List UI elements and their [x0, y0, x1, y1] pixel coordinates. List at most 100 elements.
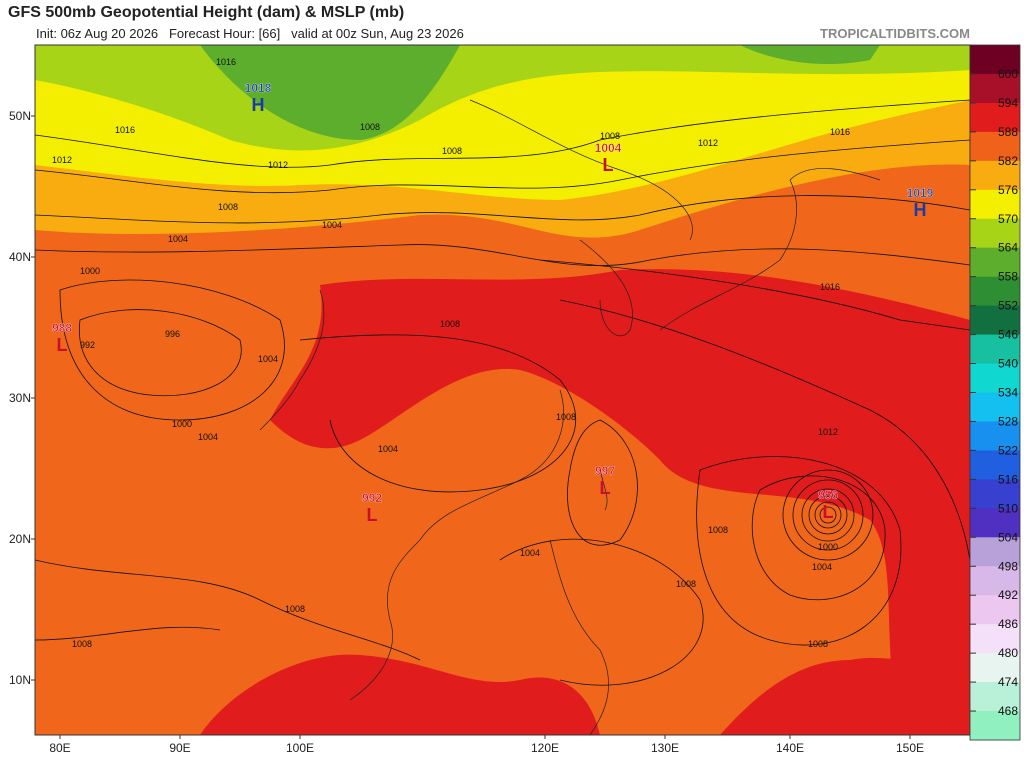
isobar-label: 1008	[72, 639, 92, 649]
colorbar-label: 468	[998, 704, 1018, 718]
colorbar-swatch	[970, 653, 1020, 683]
colorbar-swatch	[970, 276, 1020, 307]
lat-label: 20N	[9, 532, 31, 546]
pressure-value: 988	[52, 321, 72, 335]
isobar-label: 1012	[698, 138, 718, 148]
colorbar-swatch	[970, 218, 1020, 249]
subtitle: Init: 06z Aug 20 2026 Forecast Hour: [66…	[36, 26, 464, 41]
lon-label: 120E	[531, 741, 559, 755]
lat-label: 40N	[9, 250, 31, 264]
colorbar-swatch	[970, 537, 1020, 567]
pressure-value: 997	[595, 464, 615, 478]
field-588-south	[200, 654, 600, 735]
lat-label: 50N	[9, 109, 31, 123]
pressure-letter: L	[57, 335, 68, 355]
isobars	[35, 99, 970, 686]
isobar-label: 1016	[830, 127, 850, 137]
colorbar-label: 510	[998, 501, 1018, 515]
colorbar-swatch	[970, 247, 1020, 278]
isobar-label: 996	[165, 329, 180, 339]
title: GFS 500mb Geopotential Height (dam) & MS…	[8, 4, 404, 21]
isobar-label: 992	[80, 340, 95, 350]
colorbar-label: 474	[998, 675, 1018, 689]
colorbar-swatch	[970, 363, 1020, 393]
pressure-value: 992	[362, 491, 382, 505]
colorbar-label: 588	[998, 125, 1018, 139]
field-588	[270, 269, 970, 735]
pressure-letter: L	[600, 478, 611, 498]
isobar-label: 1008	[360, 122, 380, 132]
pressure-letter: L	[367, 505, 378, 525]
colorbar-swatch	[970, 392, 1020, 422]
colorbar-swatch	[970, 624, 1020, 654]
colorbar-swatch	[970, 479, 1020, 509]
pressure-letter: L	[603, 155, 614, 175]
colorbar-label: 594	[998, 96, 1018, 110]
isobar-label: 1016	[216, 57, 236, 67]
isobar-label: 1008	[600, 131, 620, 141]
colorbar-label: 534	[998, 386, 1018, 400]
isobar-label: 1012	[268, 160, 288, 170]
isobar-labels: 1016 1016 1012 1012 1008 1008 1008 1004 …	[52, 57, 850, 649]
brand: TROPICALTIDBITS.COM	[820, 26, 970, 41]
colorbar-label: 582	[998, 154, 1018, 168]
colorbar-swatch	[970, 508, 1020, 538]
colorbar-label: 498	[998, 559, 1018, 573]
colorbar-label: 546	[998, 328, 1018, 342]
pressure-value: 956	[818, 488, 838, 502]
isobar-label: 1008	[442, 146, 462, 156]
colorbar-label: 516	[998, 472, 1018, 486]
isobar-label: 1008	[808, 639, 828, 649]
pressure-value: 1004	[595, 141, 622, 155]
colorbar-label: 552	[998, 299, 1018, 313]
colorbar-swatch	[970, 131, 1020, 162]
colorbar-label: 480	[998, 646, 1018, 660]
lon-label: 80E	[49, 741, 70, 755]
colorbar-swatch	[970, 73, 1020, 104]
lon-label: 150E	[896, 741, 924, 755]
isobar-label: 1008	[218, 202, 238, 212]
colorbar-swatch	[970, 189, 1020, 220]
pressure-value: 1019	[907, 186, 934, 200]
lat-label: 30N	[9, 391, 31, 405]
colorbar-swatch	[970, 595, 1020, 625]
axis-labels: 50N 40N 30N 20N 10N 80E 90E 100E 120E 130E 140E 150…	[9, 109, 924, 755]
isobar-label: 1008	[285, 604, 305, 614]
colorbar-swatch	[970, 450, 1020, 480]
isobar-label: 1008	[556, 412, 576, 422]
isobar-label: 1012	[818, 427, 838, 437]
lon-label: 130E	[651, 741, 679, 755]
coastlines	[259, 99, 881, 735]
colorbar-label: 522	[998, 443, 1018, 457]
colorbar-swatch	[970, 305, 1020, 336]
isobar-label: 1004	[198, 432, 218, 442]
colorbar-swatch	[970, 421, 1020, 451]
isobar-label: 1000	[818, 542, 838, 552]
colorbar-label: 492	[998, 588, 1018, 602]
lat-label: 10N	[9, 673, 31, 687]
isobar-label: 1004	[258, 354, 278, 364]
isobar-label: 1004	[378, 444, 398, 454]
pressure-letter: H	[914, 200, 927, 220]
pressure-letter: L	[823, 502, 834, 522]
colorbar-swatch	[970, 334, 1020, 365]
colorbar-label: 576	[998, 183, 1018, 197]
isobar-label: 1004	[168, 234, 188, 244]
isobar-label: 1012	[52, 155, 72, 165]
colorbar-label: 600	[998, 67, 1018, 81]
isobar-label: 1008	[676, 579, 696, 589]
map	[34, 44, 971, 736]
isobar-label: 1008	[708, 525, 728, 535]
isobar-label: 1000	[172, 419, 192, 429]
lon-label: 90E	[169, 741, 190, 755]
colorbar-label: 528	[998, 414, 1018, 428]
isobar-label: 1004	[520, 548, 540, 558]
isobar-label: 1008	[440, 319, 460, 329]
colorbar-label: 564	[998, 241, 1018, 255]
colorbar: 600 594 588 582 576 570 564 558 552 546 540 534 528 5…	[969, 44, 1021, 741]
lon-label: 100E	[286, 741, 314, 755]
isobar-label: 1004	[322, 220, 342, 230]
